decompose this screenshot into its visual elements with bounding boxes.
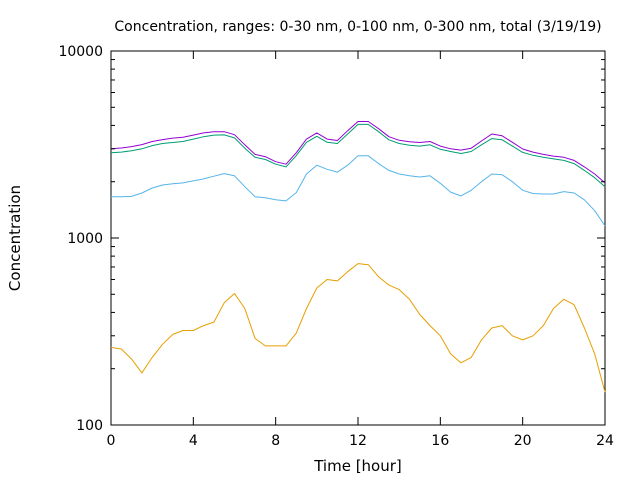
x-tick-label: 0 <box>107 433 116 449</box>
y-tick-label: 10000 <box>58 44 103 60</box>
x-tick-label: 12 <box>349 433 367 449</box>
series-line-2 <box>111 155 606 227</box>
chart-title: Concentration, ranges: 0-30 nm, 0-100 nm… <box>114 19 601 35</box>
plot-frame <box>110 50 606 426</box>
x-tick-label: 20 <box>514 433 532 449</box>
series-line-1 <box>110 263 606 393</box>
y-tick-label: 1000 <box>67 231 103 247</box>
y-axis: 100 1000 10000 <box>58 44 605 434</box>
x-tick-label: 8 <box>271 433 280 449</box>
series-line-4 <box>110 121 606 184</box>
y-axis-label: Concentration <box>6 185 24 291</box>
series-layer <box>110 121 606 393</box>
x-axis: 0 4 8 12 16 20 24 <box>107 51 614 449</box>
plot-area <box>110 50 606 426</box>
x-tick-label: 16 <box>431 433 449 449</box>
x-tick-label: 24 <box>596 433 614 449</box>
y-tick-label: 100 <box>76 418 103 434</box>
series-line-3 <box>110 123 606 188</box>
x-axis-label: Time [hour] <box>313 457 402 475</box>
x-tick-label: 4 <box>189 433 198 449</box>
